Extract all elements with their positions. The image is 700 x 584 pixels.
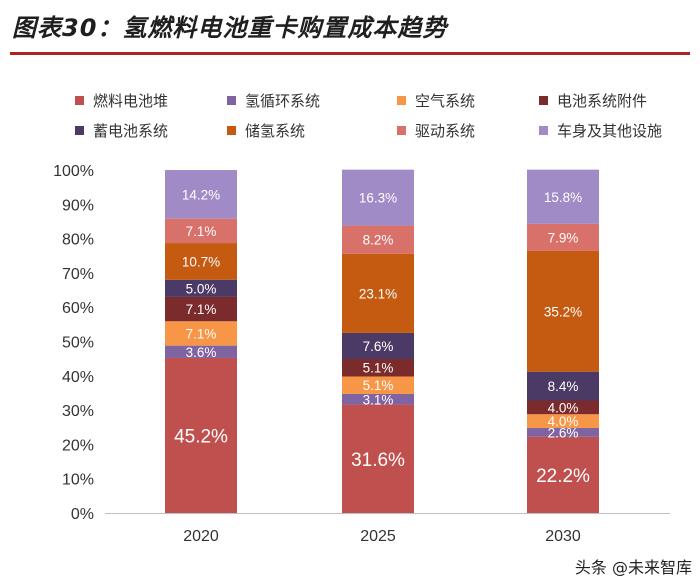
legend-swatch — [539, 126, 548, 135]
y-tick-label: 60% — [62, 300, 94, 317]
bar-segment-body_other — [527, 169, 599, 224]
legend-item-body_other: 车身及其他设施 — [539, 120, 662, 141]
data-label: 3.6% — [186, 345, 217, 360]
bar-segment-fc_accessories — [165, 296, 237, 322]
x-tick-label: 2020 — [183, 528, 219, 545]
data-label: 35.2% — [544, 304, 582, 319]
legend-item-battery_system: 蓄电池系统 — [75, 120, 168, 141]
bar-segment-h2_storage — [527, 250, 599, 372]
data-label: 3.1% — [363, 392, 394, 407]
y-tick-label: 30% — [62, 403, 94, 420]
watermark-text: 头条 @未来智库 — [574, 558, 692, 577]
data-label: 7.1% — [186, 302, 217, 317]
x-tick-label: 2025 — [360, 528, 396, 545]
y-tick-label: 20% — [62, 437, 94, 454]
bar-segment-drive_system — [165, 218, 237, 244]
y-tick-label: 80% — [62, 232, 94, 249]
legend-label: 储氢系统 — [245, 122, 306, 140]
legend-item-h2_storage: 储氢系统 — [227, 120, 305, 141]
legend-item-fc_accessories: 电池系统附件 — [539, 90, 647, 111]
bar-segment-drive_system — [342, 225, 414, 254]
data-label: 31.6% — [351, 450, 405, 471]
legend-label: 蓄电池系统 — [93, 122, 169, 140]
bar-segment-battery_system — [527, 371, 599, 401]
data-label: 15.8% — [544, 190, 582, 205]
bar-segment-fuel_cell_stack — [527, 436, 599, 513]
data-label: 7.6% — [363, 339, 394, 354]
legend-label: 空气系统 — [415, 92, 476, 110]
bar-segment-battery_system — [165, 279, 237, 297]
bar-segment-fuel_cell_stack — [165, 357, 237, 513]
legend-item-hydrogen_circulation: 氢循环系统 — [227, 90, 320, 111]
legend-swatch — [75, 126, 84, 135]
data-label: 10.7% — [182, 254, 220, 269]
legend-swatch — [539, 96, 548, 105]
data-label: 7.1% — [186, 224, 217, 239]
data-label: 5.1% — [363, 378, 394, 393]
y-tick-label: 50% — [62, 335, 94, 352]
bar-group-2030: 22.2%2.6%4.0%4.0%8.4%35.2%7.9%15.8% — [527, 169, 599, 513]
bar-segment-hydrogen_circulation — [165, 345, 237, 358]
data-label: 8.4% — [548, 379, 579, 394]
x-tick-label: 2030 — [545, 528, 581, 545]
legend-label: 车身及其他设施 — [557, 122, 663, 140]
legend-swatch — [75, 96, 84, 105]
y-tick-label: 10% — [62, 472, 94, 489]
data-label: 4.0% — [548, 414, 579, 429]
bar-segment-body_other — [342, 169, 414, 226]
bar-segment-drive_system — [527, 223, 599, 251]
legend-label: 驱动系统 — [415, 122, 476, 140]
bar-segment-fc_accessories — [342, 358, 414, 377]
legend-swatch — [397, 126, 406, 135]
y-tick-label: 90% — [62, 197, 94, 214]
y-tick-label: 70% — [62, 266, 94, 283]
bar-segment-h2_storage — [165, 243, 237, 280]
bar-segment-fuel_cell_stack — [342, 404, 414, 513]
bar-segment-battery_system — [342, 332, 414, 359]
data-label: 14.2% — [182, 187, 220, 202]
chart-title: 图表30：氢燃料电池重卡购置成本趋势 — [12, 14, 448, 42]
legend-item-fuel_cell_stack: 燃料电池堆 — [75, 90, 168, 111]
bar-segment-air_system — [342, 376, 414, 394]
data-label: 45.2% — [174, 426, 228, 447]
bar-segment-h2_storage — [342, 253, 414, 333]
data-label: 4.0% — [548, 400, 579, 415]
y-tick-label: 40% — [62, 369, 94, 386]
bar-segment-hydrogen_circulation — [342, 393, 414, 405]
data-label: 23.1% — [359, 286, 397, 301]
legend-swatch — [397, 96, 406, 105]
legend-item-drive_system: 驱动系统 — [397, 120, 475, 141]
bar-segment-air_system — [165, 321, 237, 346]
bar-segment-body_other — [165, 170, 237, 219]
data-label: 8.2% — [363, 233, 394, 248]
bar-group-2025: 31.6%3.1%5.1%5.1%7.6%23.1%8.2%16.3% — [342, 169, 414, 513]
data-label: 22.2% — [536, 466, 590, 487]
legend-label: 电池系统附件 — [557, 92, 648, 110]
legend-swatch — [227, 126, 236, 135]
legend-label: 燃料电池堆 — [93, 92, 169, 110]
legend-item-air_system: 空气系统 — [397, 90, 475, 111]
y-tick-label: 0% — [71, 506, 94, 523]
data-label: 7.9% — [548, 230, 579, 245]
bar-group-2020: 45.2% 3.6% 7.1% 7.1% 5.0% 10.7% 7.1% 14.2% — [165, 170, 237, 513]
data-label: 5.0% — [186, 281, 217, 296]
data-label: 5.1% — [363, 361, 394, 376]
data-label: 2.6% — [548, 425, 579, 440]
data-label: 16.3% — [359, 191, 397, 206]
bar-segment-fc_accessories — [527, 400, 599, 415]
y-tick-label: 100% — [53, 163, 94, 180]
bar-segment-hydrogen_circulation — [527, 427, 599, 437]
bar-segment-air_system — [527, 414, 599, 428]
title-divider — [10, 52, 690, 55]
legend-swatch — [227, 96, 236, 105]
data-label: 7.1% — [186, 326, 217, 341]
legend-label: 氢循环系统 — [245, 92, 321, 110]
